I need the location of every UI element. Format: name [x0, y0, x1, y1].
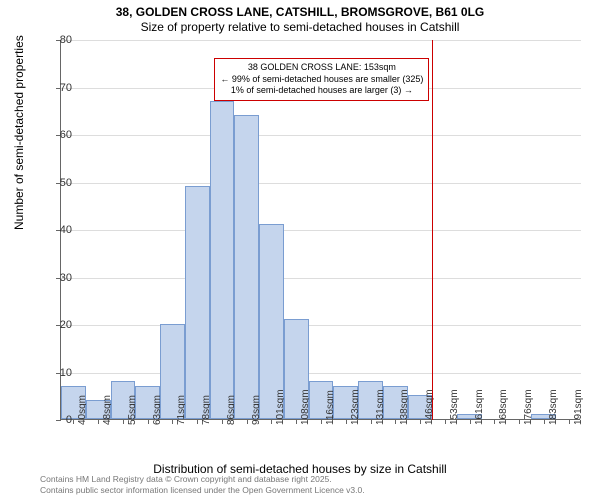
x-tick-mark	[98, 419, 99, 424]
chart-title-line2: Size of property relative to semi-detach…	[0, 20, 600, 34]
x-tick-label: 191sqm	[573, 389, 584, 425]
gridline	[61, 325, 581, 326]
x-tick-mark	[470, 419, 471, 424]
y-tick-label: 30	[42, 272, 72, 284]
y-tick-label: 70	[42, 82, 72, 94]
annotation-box: 38 GOLDEN CROSS LANE: 153sqm← 99% of sem…	[214, 58, 429, 101]
x-tick-mark	[346, 419, 347, 424]
x-tick-mark	[544, 419, 545, 424]
reference-vline	[432, 40, 433, 420]
gridline	[61, 373, 581, 374]
x-tick-mark	[445, 419, 446, 424]
y-tick-label: 10	[42, 367, 72, 379]
x-tick-mark	[494, 419, 495, 424]
plot-area: 40sqm48sqm55sqm63sqm71sqm78sqm86sqm93sqm…	[60, 40, 580, 420]
x-tick-mark	[123, 419, 124, 424]
chart-title-line1: 38, GOLDEN CROSS LANE, CATSHILL, BROMSGR…	[0, 5, 600, 19]
gridline	[61, 135, 581, 136]
y-tick-label: 0	[42, 414, 72, 426]
chart-plot-container: 40sqm48sqm55sqm63sqm71sqm78sqm86sqm93sqm…	[60, 40, 580, 420]
x-tick-label: 161sqm	[474, 389, 485, 425]
x-tick-mark	[247, 419, 248, 424]
x-tick-mark	[197, 419, 198, 424]
x-tick-mark	[271, 419, 272, 424]
x-tick-label: 183sqm	[548, 389, 559, 425]
y-tick-label: 60	[42, 129, 72, 141]
gridline	[61, 230, 581, 231]
annotation-line2: ← 99% of semi-detached houses are smalle…	[220, 74, 423, 86]
x-tick-label: 153sqm	[449, 389, 460, 425]
x-tick-mark	[569, 419, 570, 424]
footer-line2: Contains public sector information licen…	[40, 485, 365, 496]
x-tick-mark	[371, 419, 372, 424]
gridline	[61, 183, 581, 184]
x-tick-mark	[148, 419, 149, 424]
footer-line1: Contains HM Land Registry data © Crown c…	[40, 474, 365, 485]
annotation-line3: 1% of semi-detached houses are larger (3…	[220, 85, 423, 97]
y-tick-label: 50	[42, 177, 72, 189]
histogram-bar	[185, 186, 210, 419]
gridline	[61, 278, 581, 279]
x-tick-label: 176sqm	[523, 389, 534, 425]
y-axis-label: Number of semi-detached properties	[12, 35, 26, 230]
x-tick-mark	[395, 419, 396, 424]
histogram-bar	[210, 101, 235, 419]
x-tick-mark	[519, 419, 520, 424]
gridline	[61, 40, 581, 41]
y-tick-label: 80	[42, 34, 72, 46]
x-tick-mark	[73, 419, 74, 424]
histogram-bar	[234, 115, 259, 419]
footer-attribution: Contains HM Land Registry data © Crown c…	[40, 474, 365, 496]
x-tick-mark	[222, 419, 223, 424]
y-tick-label: 40	[42, 224, 72, 236]
y-tick-label: 20	[42, 319, 72, 331]
x-tick-mark	[172, 419, 173, 424]
x-tick-mark	[296, 419, 297, 424]
annotation-line1: 38 GOLDEN CROSS LANE: 153sqm	[220, 62, 423, 74]
x-tick-mark	[321, 419, 322, 424]
x-tick-label: 168sqm	[498, 389, 509, 425]
x-tick-mark	[420, 419, 421, 424]
